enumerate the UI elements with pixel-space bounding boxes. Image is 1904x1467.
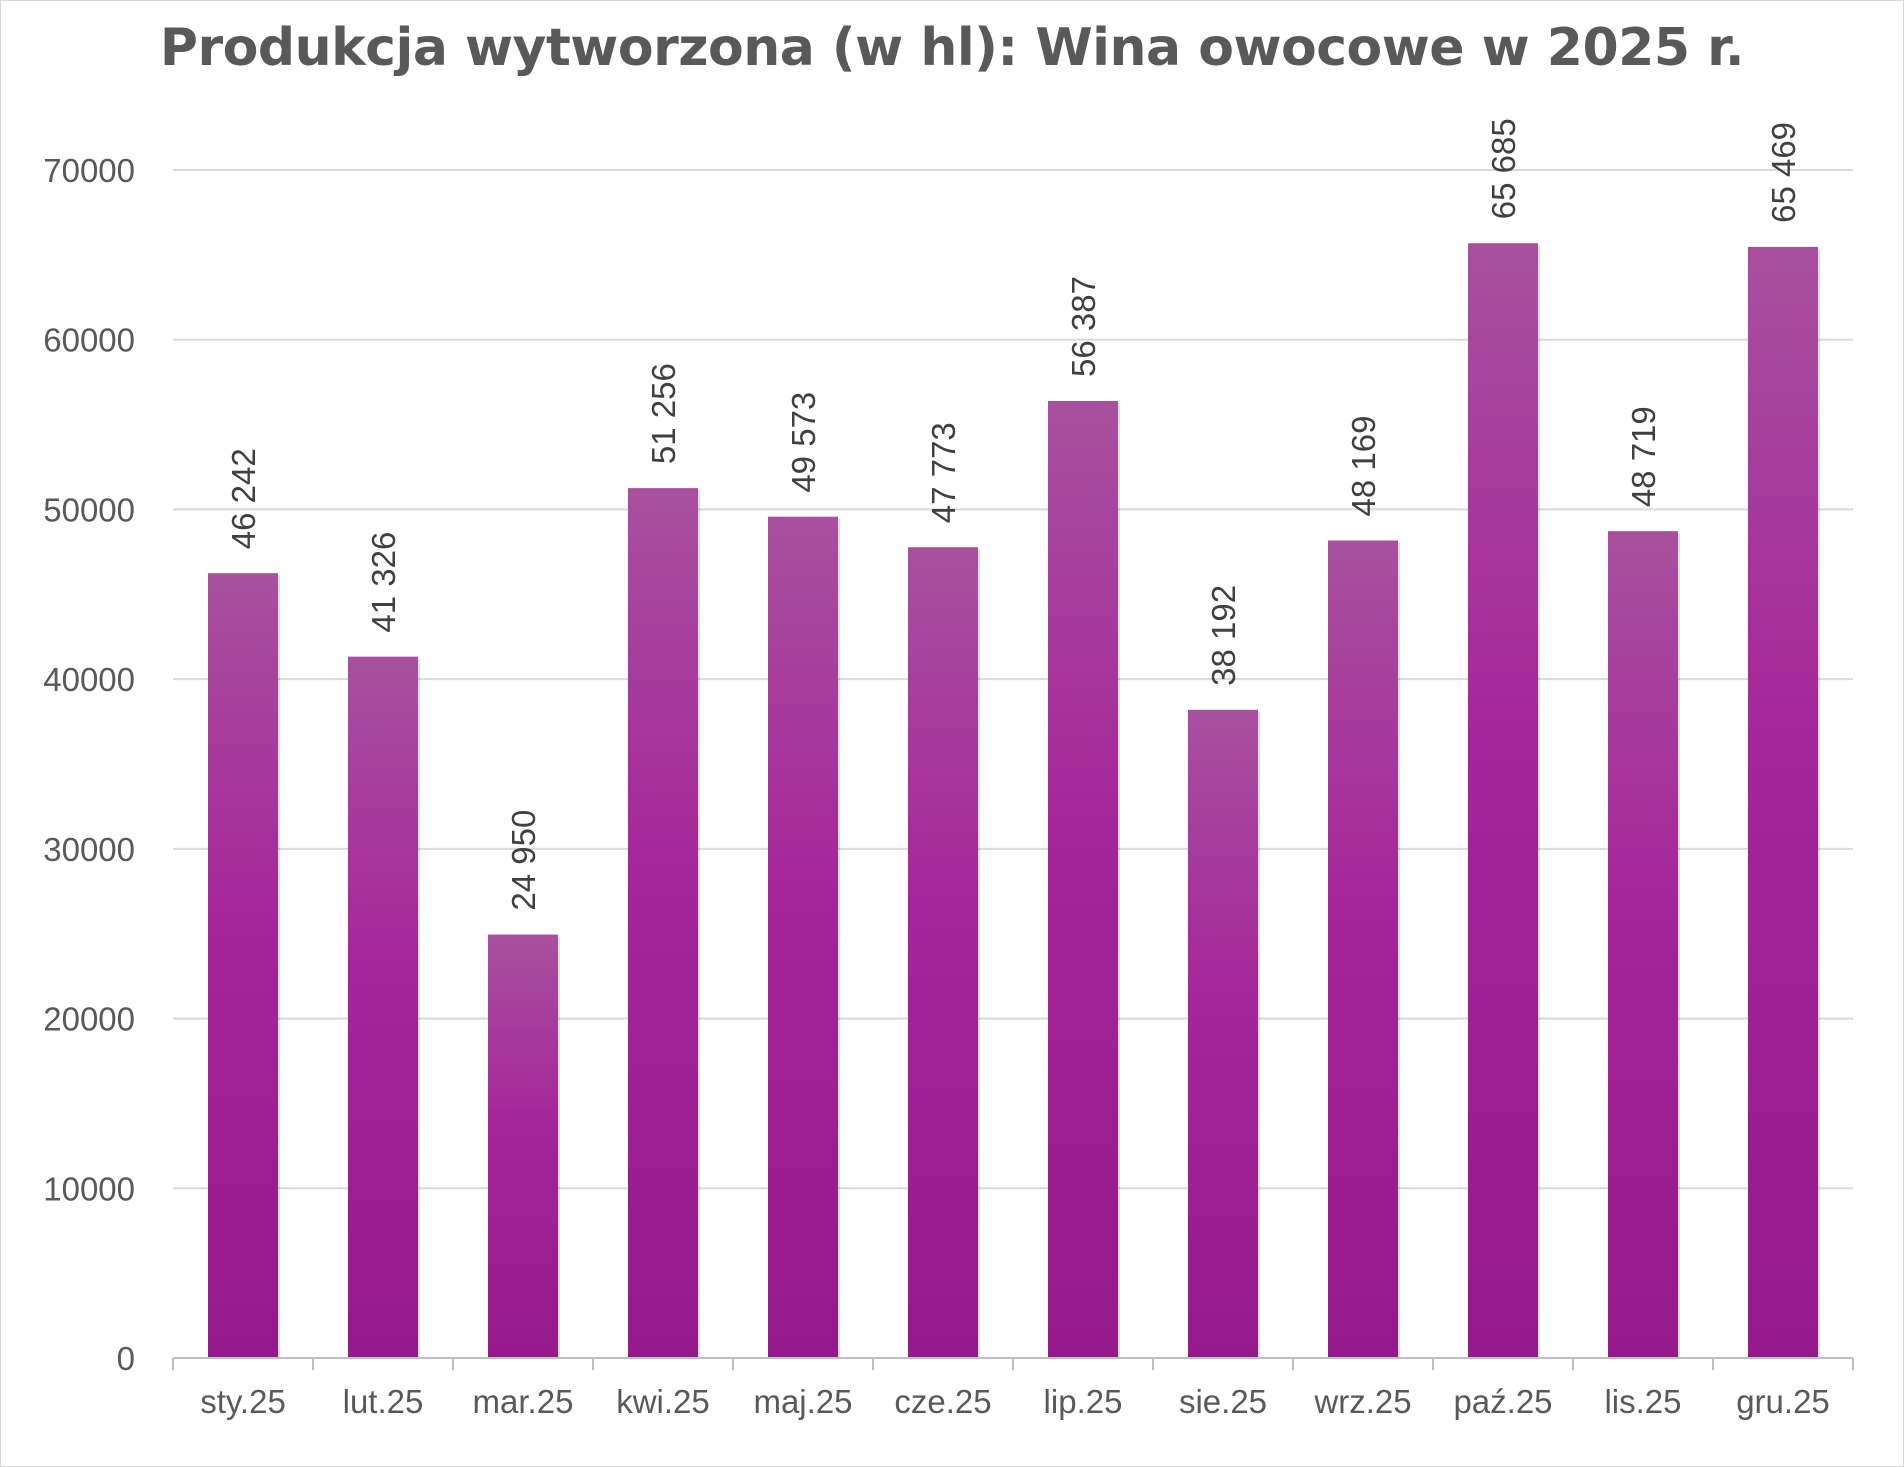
x-tick-label: paź.25: [1453, 1383, 1552, 1420]
x-tick-label: cze.25: [894, 1383, 991, 1420]
y-tick-label: 60000: [43, 322, 135, 359]
bar: [208, 573, 278, 1358]
y-tick-label: 50000: [43, 491, 135, 528]
bar: [768, 516, 838, 1358]
x-tick-label: gru.25: [1736, 1383, 1830, 1420]
data-label: 24 950: [505, 810, 542, 911]
y-tick-label: 70000: [43, 152, 135, 189]
bar: [1188, 709, 1258, 1358]
bar: [1048, 401, 1118, 1358]
gridlines: [173, 169, 1853, 1190]
bar: [348, 656, 418, 1358]
x-tick-label: kwi.25: [616, 1383, 710, 1420]
bar: [628, 488, 698, 1359]
data-label: 48 169: [1345, 416, 1382, 517]
bar: [1328, 540, 1398, 1358]
data-label: 41 326: [365, 532, 402, 633]
x-tick-label: lis.25: [1604, 1383, 1681, 1420]
y-tick-label: 0: [117, 1340, 135, 1377]
x-tick-label: sie.25: [1179, 1383, 1267, 1420]
data-label: 47 773: [925, 422, 962, 523]
data-label: 65 685: [1485, 118, 1522, 219]
data-label: 49 573: [785, 392, 822, 493]
data-labels: 46 242 41 326 24 950 51 256 49 573 47 773 56 3…: [225, 118, 1802, 910]
data-label: 56 387: [1065, 276, 1102, 377]
data-label: 38 192: [1205, 585, 1242, 686]
chart-title: Produkcja wytworzona (w hl): Wina owocow…: [159, 18, 1745, 78]
bar: [1468, 243, 1538, 1359]
bar: [488, 934, 558, 1358]
x-tick-label: wrz.25: [1313, 1383, 1411, 1420]
x-axis-ticks: sty.25 lut.25 mar.25 kwi.25 maj.25 cze.25 lip.…: [200, 1383, 1830, 1420]
y-tick-label: 20000: [43, 1001, 135, 1038]
data-label: 51 256: [645, 363, 682, 464]
y-tick-label: 40000: [43, 661, 135, 698]
data-label: 65 469: [1765, 122, 1802, 223]
y-tick-label: 30000: [43, 831, 135, 868]
x-tick-label: mar.25: [473, 1383, 574, 1420]
x-tick-label: lut.25: [343, 1383, 424, 1420]
y-tick-label: 10000: [43, 1170, 135, 1207]
data-label: 48 719: [1625, 406, 1662, 507]
y-axis-ticks: 0 10000 20000 30000 40000 50000 60000 70000: [43, 152, 135, 1377]
x-tick-label: sty.25: [200, 1383, 286, 1420]
x-tick-label: maj.25: [753, 1383, 852, 1420]
bar: [1608, 531, 1678, 1358]
bars: [208, 243, 1820, 1359]
x-tick-label: lip.25: [1044, 1383, 1123, 1420]
x-axis: [172, 1357, 1854, 1370]
data-label: 46 242: [225, 448, 262, 549]
bar: [908, 547, 978, 1358]
bar: [1748, 246, 1818, 1358]
